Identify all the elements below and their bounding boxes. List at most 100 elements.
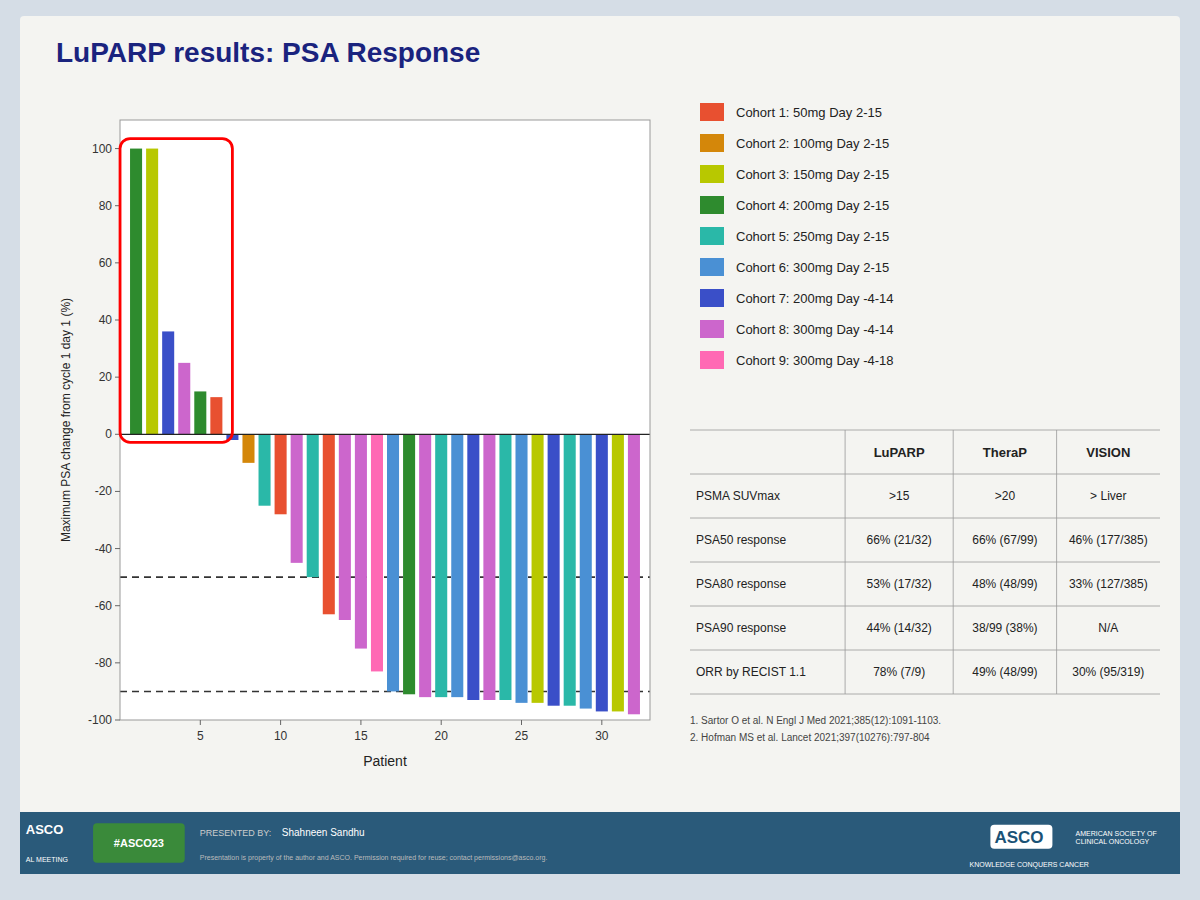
bar — [628, 434, 640, 714]
table-cell: 38/99 (38%) — [972, 621, 1037, 635]
bar — [323, 434, 335, 614]
bar — [548, 434, 560, 705]
y-tick-label: -80 — [95, 656, 113, 670]
table-cell: 46% (177/385) — [1069, 533, 1148, 547]
bar — [515, 434, 527, 703]
table-rule — [690, 694, 1160, 695]
legend-swatch — [700, 289, 724, 307]
table-rule — [690, 430, 1160, 431]
table-cell: 78% (7/9) — [873, 665, 925, 679]
x-tick-label: 10 — [274, 729, 288, 743]
annotation: Shahneen Sandhu — [282, 827, 365, 838]
y-tick-label: 60 — [99, 256, 113, 270]
legend-label: Cohort 5: 250mg Day 2-15 — [736, 229, 889, 244]
x-tick-label: 30 — [595, 729, 609, 743]
badge — [93, 823, 185, 863]
table-row-label: PSA50 response — [696, 533, 786, 547]
table-row-label: PSA90 response — [696, 621, 786, 635]
annotation: #ASCO23 — [114, 837, 164, 849]
text-line: AMERICAN SOCIETY OF — [1076, 830, 1157, 837]
x-axis-label: Patient — [363, 753, 407, 769]
table-cell: 48% (48/99) — [972, 577, 1037, 591]
legend-swatch — [700, 351, 724, 369]
annotation: KNOWLEDGE CONQUERS CANCER — [969, 861, 1088, 869]
legend-swatch — [700, 227, 724, 245]
plot-background — [120, 120, 650, 720]
legend-swatch — [700, 165, 724, 183]
bar — [596, 434, 608, 711]
table-cell: 66% (21/32) — [866, 533, 931, 547]
legend-swatch — [700, 320, 724, 338]
plot-frame — [120, 120, 650, 720]
y-tick-label: -100 — [88, 713, 112, 727]
table-rule — [690, 562, 1160, 563]
table-rule — [953, 430, 954, 694]
x-tick — [601, 720, 602, 725]
highlight-box — [120, 139, 232, 443]
x-tick — [200, 720, 201, 725]
table-rule — [690, 650, 1160, 651]
legend-label: Cohort 1: 50mg Day 2-15 — [736, 105, 882, 120]
bar — [178, 363, 190, 434]
y-tick-label: 80 — [99, 199, 113, 213]
legend-swatch — [700, 258, 724, 276]
table-header: VISION — [1086, 445, 1130, 460]
bar — [210, 397, 222, 434]
bar — [387, 434, 399, 691]
bar — [499, 434, 511, 700]
table-rule — [690, 474, 1160, 475]
legend-label: Cohort 7: 200mg Day -4-14 — [736, 291, 894, 306]
slide: LuPARP results: PSA Response-100-80-60-4… — [0, 0, 1200, 900]
table-cell: 30% (95/319) — [1072, 665, 1144, 679]
annotation: ASCO — [994, 828, 1043, 847]
x-tick — [441, 720, 442, 725]
bar — [564, 434, 576, 705]
bar — [371, 434, 383, 671]
y-tick — [115, 720, 120, 721]
y-tick-label: -40 — [95, 542, 113, 556]
table-cell: 44% (14/32) — [866, 621, 931, 635]
table-row-label: PSA80 response — [696, 577, 786, 591]
bar — [162, 331, 174, 434]
y-tick-label: 40 — [99, 313, 113, 327]
annotation: AL MEETING — [26, 856, 68, 863]
bar — [419, 434, 431, 697]
bar — [467, 434, 479, 700]
table-rule — [690, 518, 1160, 519]
bar — [259, 434, 271, 505]
y-tick — [115, 605, 120, 606]
bar — [146, 149, 158, 435]
legend-label: Cohort 9: 300mg Day -4-18 — [736, 353, 894, 368]
annotation: Presentation is property of the author a… — [200, 854, 548, 862]
footnote: 1. Sartor O et al. N Engl J Med 2021;385… — [690, 715, 941, 726]
bar — [403, 434, 415, 694]
y-tick-label: -20 — [95, 484, 113, 498]
legend-swatch — [700, 196, 724, 214]
bar — [580, 434, 592, 708]
bar — [291, 434, 303, 563]
y-tick-label: 20 — [99, 370, 113, 384]
table-header: LuPARP — [874, 445, 925, 460]
annotation: ASCO — [26, 822, 64, 837]
table-cell: N/A — [1098, 621, 1118, 635]
legend-swatch — [700, 134, 724, 152]
bar — [483, 434, 495, 700]
table-header: TheraP — [983, 445, 1027, 460]
y-tick-label: 0 — [105, 427, 112, 441]
x-tick — [280, 720, 281, 725]
bar — [435, 434, 447, 697]
x-tick-label: 5 — [197, 729, 204, 743]
table-cell: 66% (67/99) — [972, 533, 1037, 547]
page: {"chart_data": { "type": "bar", "title":… — [0, 0, 1200, 900]
bar — [242, 434, 254, 463]
y-tick — [115, 548, 120, 549]
plot-area — [120, 149, 650, 715]
x-tick — [360, 720, 361, 725]
legend-label: Cohort 6: 300mg Day 2-15 — [736, 260, 889, 275]
y-tick-label: -60 — [95, 599, 113, 613]
bar — [307, 434, 319, 577]
table-cell: 49% (48/99) — [972, 665, 1037, 679]
text-line: CLINICAL ONCOLOGY — [1076, 838, 1150, 845]
slide-panel — [20, 16, 1180, 874]
x-tick-label: 20 — [435, 729, 449, 743]
